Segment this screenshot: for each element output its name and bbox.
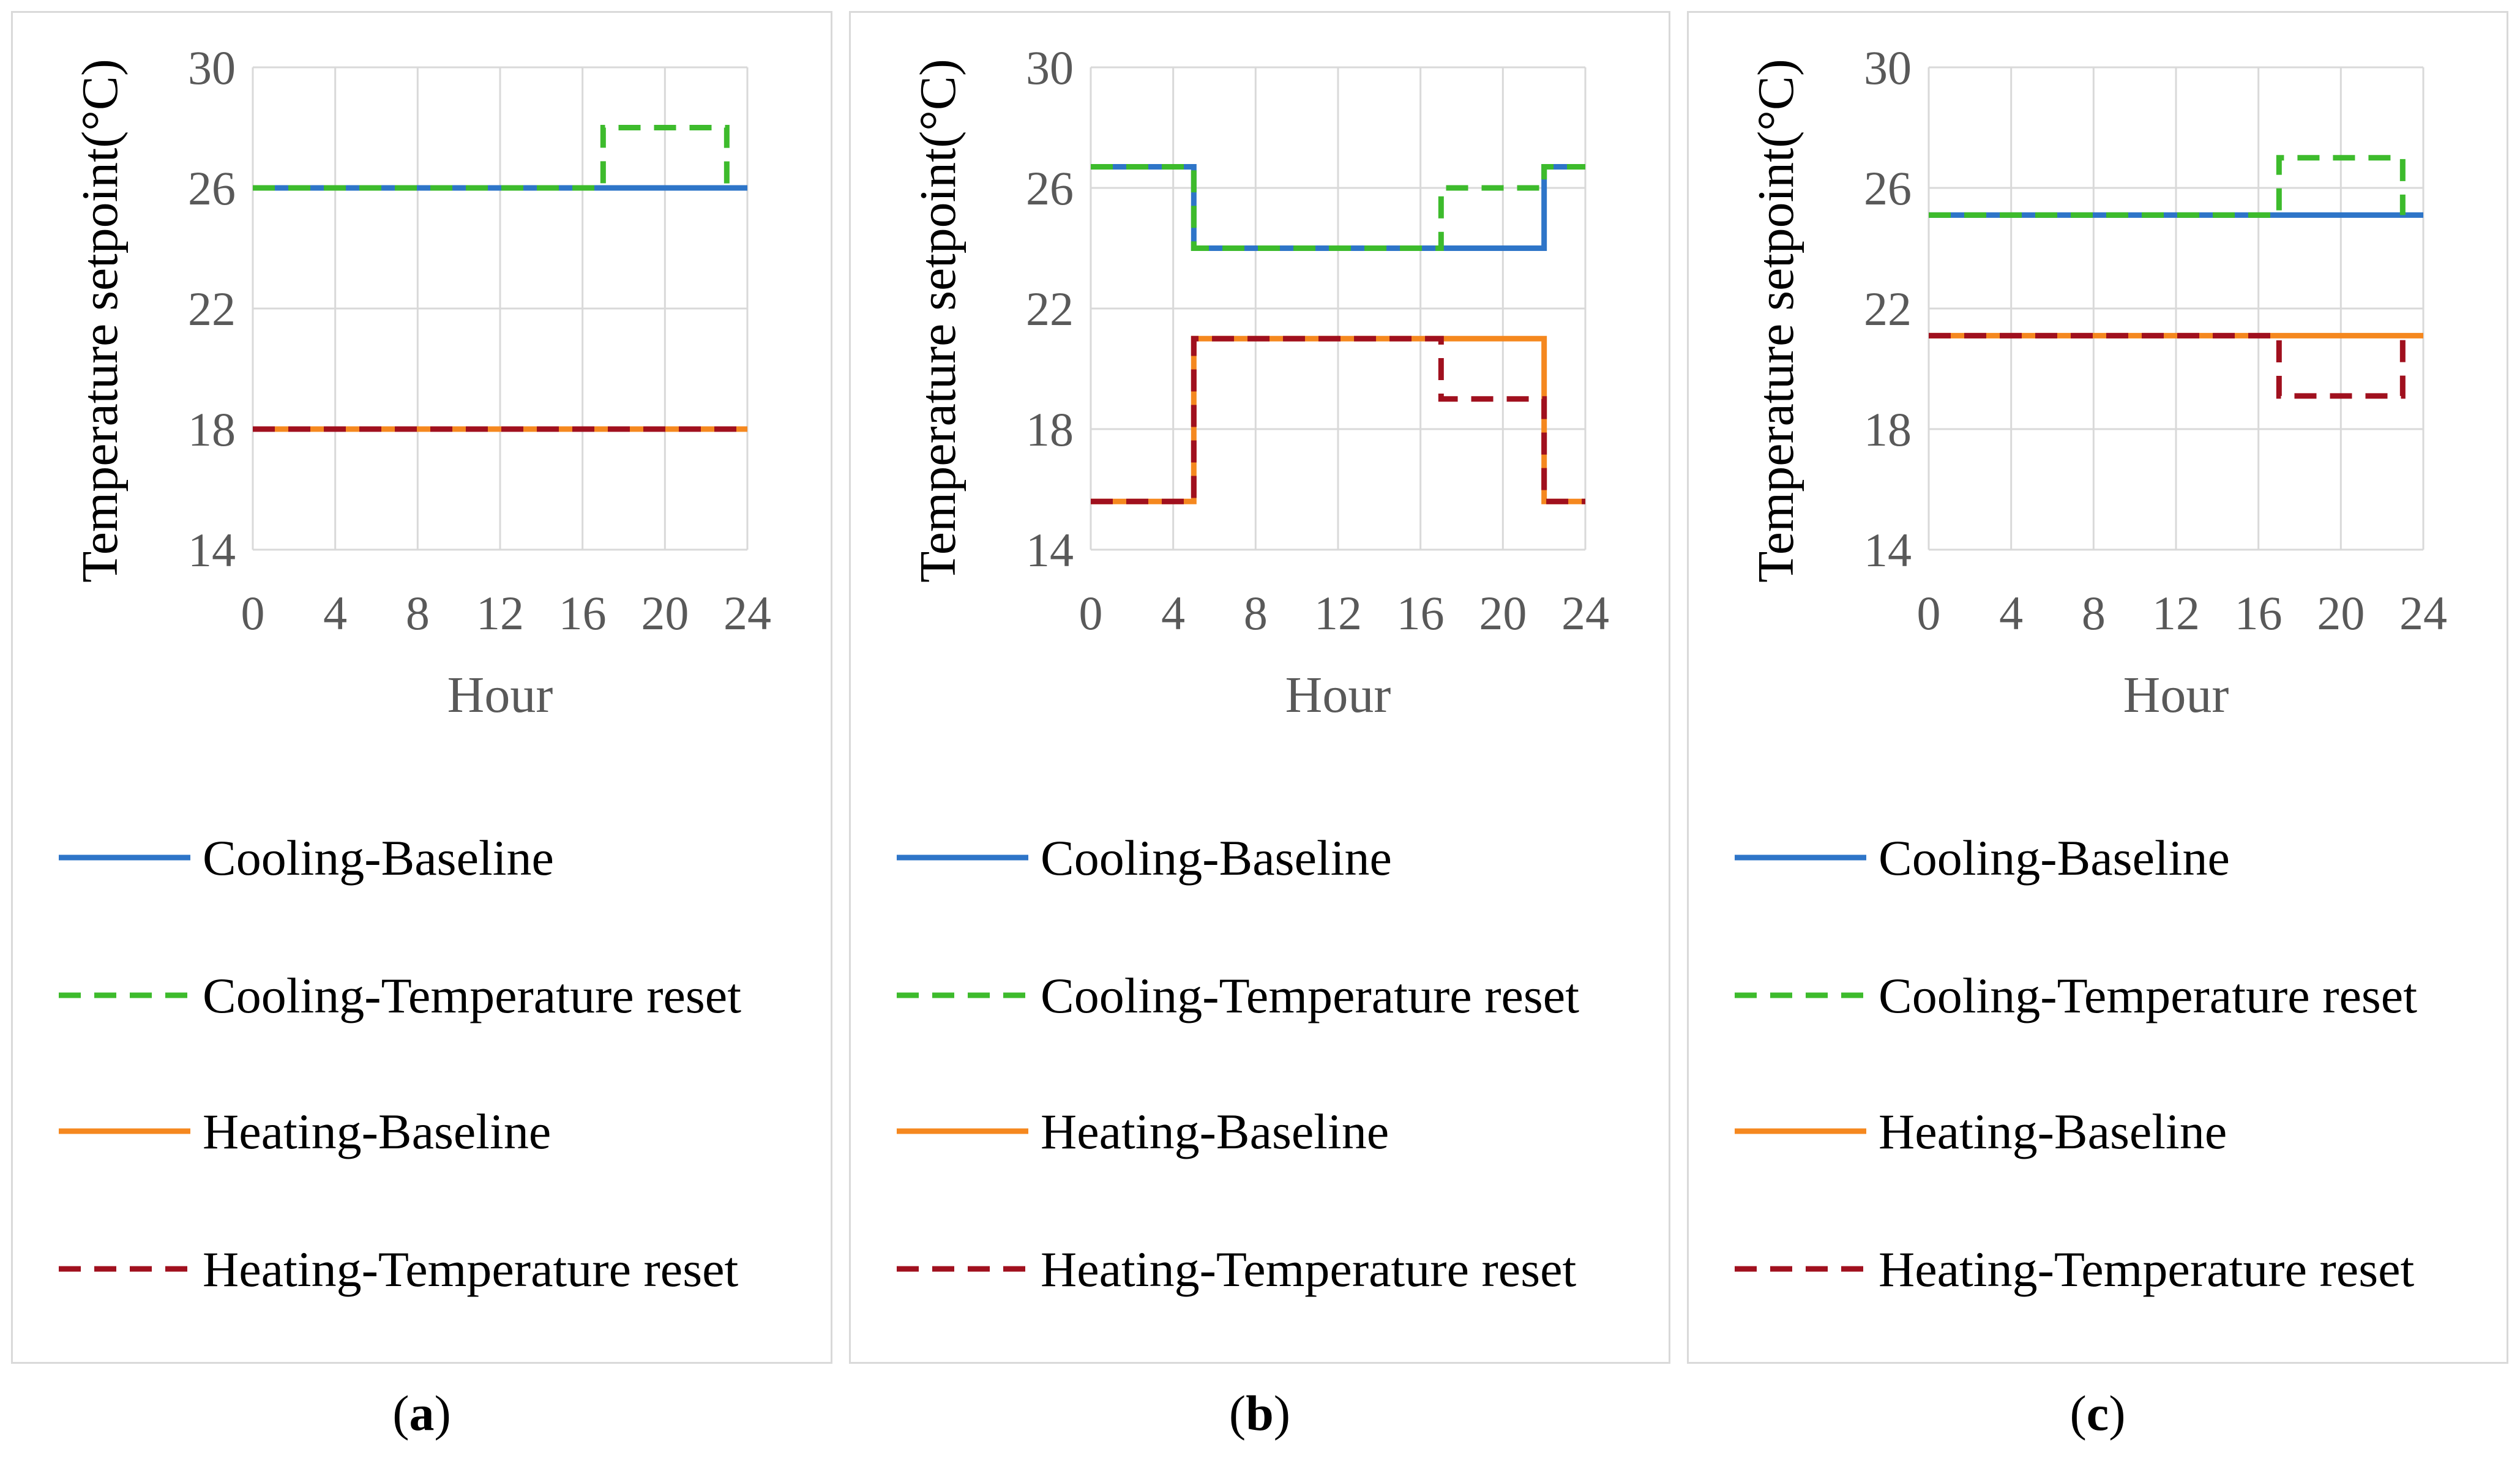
- y-tick-label: 30: [188, 41, 236, 94]
- legend-label-cooling-reset: Cooling-Temperature reset: [1041, 968, 1579, 1023]
- x-axis-title: Hour: [447, 667, 553, 724]
- legend-label-cooling-baseline: Cooling-Baseline: [203, 830, 554, 886]
- x-axis-title: Hour: [1285, 667, 1391, 724]
- y-axis-title: Temperature setpoint(°C): [1748, 59, 1804, 583]
- x-tick-label: 0: [1917, 586, 1941, 640]
- x-tick-label: 8: [1244, 586, 1268, 640]
- series-line-cooling-reset: [1091, 164, 1585, 251]
- y-axis-title: Temperature setpoint(°C): [910, 59, 966, 583]
- x-tick-label: 12: [1314, 586, 1362, 640]
- series-line-cooling-reset: [253, 125, 730, 191]
- y-tick-label: 14: [1026, 523, 1074, 577]
- x-tick-label: 8: [2082, 586, 2106, 640]
- sublabel-a: (a): [392, 1385, 451, 1441]
- sublabel-b: (b): [1228, 1385, 1291, 1441]
- sublabel-c: (c): [2069, 1385, 2126, 1441]
- series-line-heating-reset: [1091, 335, 1585, 504]
- x-tick-label: 8: [406, 586, 430, 640]
- y-axis-title: Temperature setpoint(°C): [72, 59, 129, 583]
- x-tick-label: 4: [1161, 586, 1185, 640]
- legend-label-heating-reset: Heating-Temperature reset: [1879, 1241, 2415, 1297]
- y-tick-label: 18: [1864, 403, 1912, 456]
- x-tick-label: 16: [2235, 586, 2283, 640]
- legend-label-heating-baseline: Heating-Baseline: [1041, 1104, 1389, 1159]
- chart-svg-b: 14 18 22 26 30 0 4 8 12 16 20 24 Hour Temperature set…: [897, 41, 1609, 1297]
- x-tick-label: 4: [323, 586, 347, 640]
- sublabel-a-letter: a: [409, 1385, 435, 1441]
- series-line-heating-reset: [1929, 332, 2406, 399]
- y-tick-label: 26: [1864, 162, 1912, 215]
- x-tick-label: 0: [1079, 586, 1103, 640]
- legend-label-heating-reset: Heating-Temperature reset: [1041, 1241, 1577, 1297]
- y-tick-label: 22: [1864, 282, 1912, 335]
- x-tick-label: 24: [2399, 586, 2447, 640]
- y-tick-label: 22: [188, 282, 236, 335]
- y-tick-label: 22: [1026, 282, 1074, 335]
- x-axis-title: Hour: [2123, 667, 2229, 724]
- legend-label-cooling-baseline: Cooling-Baseline: [1041, 830, 1392, 886]
- legend-label-cooling-reset: Cooling-Temperature reset: [203, 968, 741, 1023]
- chart-svg-c: 14 18 22 26 30 0 4 8 12 16 20 24 Hour Temperature set…: [1735, 41, 2447, 1297]
- x-tick-label: 4: [1999, 586, 2023, 640]
- legend-label-heating-baseline: Heating-Baseline: [203, 1104, 551, 1159]
- legend-label-cooling-reset: Cooling-Temperature reset: [1879, 968, 2417, 1023]
- y-tick-label: 18: [1026, 403, 1074, 456]
- sublabel-c-letter: c: [2086, 1385, 2109, 1441]
- legend-label-heating-reset: Heating-Temperature reset: [203, 1241, 739, 1297]
- x-tick-label: 20: [641, 586, 689, 640]
- x-tick-label: 12: [476, 586, 524, 640]
- y-tick-label: 18: [188, 403, 236, 456]
- y-tick-label: 26: [1026, 162, 1074, 215]
- x-tick-label: 0: [241, 586, 265, 640]
- x-tick-label: 24: [723, 586, 771, 640]
- legend-label-cooling-baseline: Cooling-Baseline: [1879, 830, 2230, 886]
- x-tick-label: 12: [2152, 586, 2200, 640]
- x-tick-label: 20: [1479, 586, 1527, 640]
- x-tick-label: 16: [1397, 586, 1445, 640]
- x-tick-label: 20: [2317, 586, 2365, 640]
- sublabel-b-letter: b: [1246, 1385, 1274, 1441]
- chart-panel-a: 14 18 22 26 30 0 4 8 12 16 20 24 Hour Temperature set…: [11, 11, 832, 1364]
- y-tick-label: 30: [1026, 41, 1074, 94]
- series-line-cooling-reset: [1929, 155, 2406, 218]
- chart-panel-c: 14 18 22 26 30 0 4 8 12 16 20 24 Hour Temperature set…: [1687, 11, 2508, 1364]
- chart-panel-b: 14 18 22 26 30 0 4 8 12 16 20 24 Hour Temperature set…: [849, 11, 1670, 1364]
- y-tick-label: 14: [1864, 523, 1912, 577]
- legend-label-heating-baseline: Heating-Baseline: [1879, 1104, 2227, 1159]
- y-tick-label: 30: [1864, 41, 1912, 94]
- x-tick-label: 24: [1561, 586, 1609, 640]
- chart-svg-a: 14 18 22 26 30 0 4 8 12 16 20 24 Hour Temperature set…: [59, 41, 771, 1297]
- y-tick-label: 26: [188, 162, 236, 215]
- y-tick-label: 14: [188, 523, 236, 577]
- x-tick-label: 16: [559, 586, 607, 640]
